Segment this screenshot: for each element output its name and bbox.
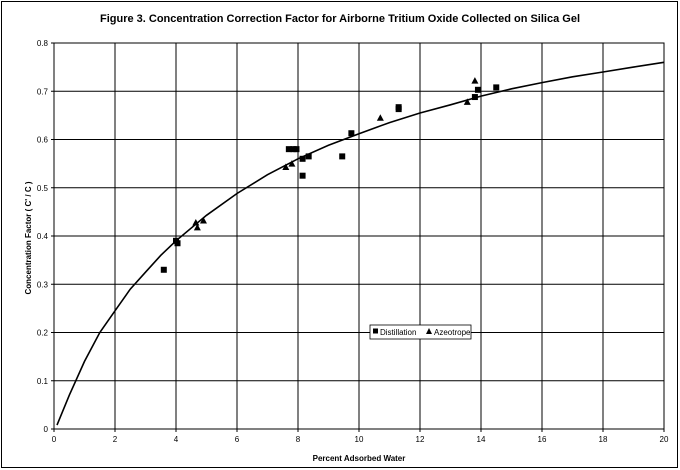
y-axis-label: Concentration Factor ( C' / C ) bbox=[24, 181, 33, 294]
azeotrope-point bbox=[282, 163, 290, 171]
x-axis-label: Percent Adsorbed Water bbox=[313, 454, 406, 463]
distillation-point bbox=[299, 155, 306, 162]
y-tick-label: 0.4 bbox=[37, 232, 49, 241]
distillation-point bbox=[290, 146, 297, 153]
distillation-point bbox=[395, 104, 402, 111]
y-tick-label: 0.8 bbox=[37, 39, 49, 48]
distillation-point bbox=[493, 84, 500, 91]
x-tick-label: 4 bbox=[174, 435, 179, 444]
legend-label-distillation: Distillation bbox=[380, 328, 416, 337]
chart-title: Figure 3. Concentration Correction Facto… bbox=[100, 13, 580, 25]
fit-curve-layer bbox=[56, 61, 665, 426]
distillation-point bbox=[285, 146, 292, 153]
y-tick-label: 0.1 bbox=[37, 377, 49, 386]
y-tick-label: 0.6 bbox=[37, 136, 49, 145]
azeotrope-point bbox=[192, 218, 200, 226]
legend: Distillation Azeotrope bbox=[369, 324, 472, 340]
distillation-point bbox=[174, 240, 181, 247]
y-tick-label: 0.5 bbox=[37, 184, 49, 193]
grid-lines bbox=[54, 43, 664, 429]
y-tick-label: 0.2 bbox=[37, 329, 49, 338]
x-tick-label: 2 bbox=[113, 435, 118, 444]
distillation-point bbox=[471, 94, 478, 101]
x-tick-label: 0 bbox=[52, 435, 57, 444]
data-points-layer bbox=[160, 77, 500, 273]
azeotrope-point bbox=[471, 77, 479, 84]
x-tick-label: 16 bbox=[538, 435, 547, 444]
y-tick-label: 0.3 bbox=[37, 280, 49, 289]
x-tick-label: 20 bbox=[660, 435, 669, 444]
distillation-point bbox=[348, 130, 355, 137]
azeotrope-point bbox=[288, 160, 296, 167]
azeotrope-point bbox=[193, 223, 201, 231]
legend-square-icon bbox=[373, 328, 378, 334]
fit-curve-line bbox=[56, 61, 665, 426]
x-tick-label: 14 bbox=[477, 435, 486, 444]
azeotrope-point bbox=[376, 114, 384, 121]
distillation-point bbox=[299, 172, 306, 179]
y-tick-label: 0 bbox=[44, 425, 49, 434]
x-tick-label: 8 bbox=[296, 435, 301, 444]
distillation-point bbox=[474, 86, 481, 93]
y-tick-label: 0.7 bbox=[37, 87, 49, 96]
distillation-point bbox=[293, 146, 300, 153]
legend-box bbox=[369, 324, 472, 340]
legend-label-azeotrope: Azeotrope bbox=[434, 328, 471, 337]
distillation-point bbox=[305, 153, 312, 160]
x-tick-label: 18 bbox=[599, 435, 608, 444]
legend-triangle-icon bbox=[426, 328, 432, 334]
azeotrope-point bbox=[463, 98, 471, 105]
x-tick-label: 6 bbox=[235, 435, 240, 444]
distillation-point bbox=[339, 153, 346, 160]
distillation-point bbox=[160, 266, 167, 273]
x-tick-label: 10 bbox=[355, 435, 364, 444]
x-axis-ticks: 0 2 4 6 8 10 12 14 16 18 20 bbox=[52, 429, 669, 444]
x-tick-label: 12 bbox=[416, 435, 425, 444]
y-axis-ticks: 0 0.1 0.2 0.3 0.4 0.5 0.6 0.7 0.8 bbox=[37, 39, 54, 434]
azeotrope-point bbox=[199, 217, 207, 224]
